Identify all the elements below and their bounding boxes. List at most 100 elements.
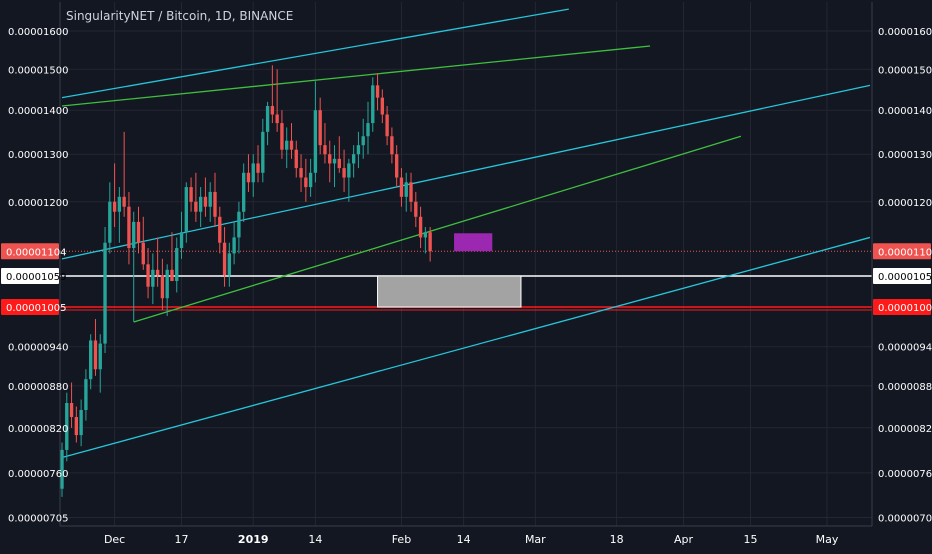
- candle-body: [74, 417, 79, 436]
- candle-body: [423, 232, 428, 238]
- candle-body: [189, 187, 193, 202]
- candle-body: [390, 136, 394, 155]
- candle-body: [151, 269, 155, 287]
- candle-body: [65, 402, 69, 450]
- green-trendline[interactable]: [61, 45, 651, 107]
- x-tick-label: 14: [457, 533, 471, 546]
- candle-body: [155, 269, 160, 276]
- y-tick-label-right: 0.00000940: [878, 343, 932, 354]
- y-tick-label-right: 0.00001300: [878, 150, 932, 161]
- x-tick-label: 17: [175, 533, 189, 546]
- cyan-trendline[interactable]: [61, 236, 871, 459]
- candle-body: [203, 196, 208, 207]
- candle-body: [213, 191, 217, 217]
- candle-body: [227, 253, 232, 276]
- price-tag-label-right: 0.00001059: [878, 272, 932, 283]
- candle-body: [136, 221, 141, 243]
- candle-body: [399, 177, 404, 197]
- candle-body: [294, 149, 298, 169]
- candle-body: [275, 114, 279, 124]
- candle-body: [251, 163, 255, 183]
- y-tick-label-left: 0.00001200: [8, 198, 68, 209]
- price-tag-left: [1, 267, 59, 284]
- candle-body: [328, 154, 332, 164]
- y-tick-label-left: 0.00000820: [8, 424, 68, 435]
- x-tick-label: 15: [743, 533, 757, 546]
- x-tick-label: 14: [308, 533, 322, 546]
- price-tag-right: [873, 243, 931, 260]
- y-tick-label-right: 0.00000760: [878, 469, 932, 480]
- candle-body: [160, 275, 165, 299]
- y-tick-label-left: 0.00000760: [8, 469, 68, 480]
- candle-body: [237, 211, 241, 238]
- y-tick-label-right: 0.00001400: [878, 106, 932, 117]
- y-tick-label-left: 0.00000940: [8, 343, 68, 354]
- candle-body: [380, 97, 385, 115]
- x-tick-label: Apr: [674, 533, 694, 546]
- candle-body: [194, 201, 198, 212]
- candle-body: [394, 154, 399, 178]
- candle-body: [198, 196, 203, 212]
- candle-body: [304, 177, 308, 188]
- x-tick-label: 18: [610, 533, 624, 546]
- candle-body: [418, 216, 423, 238]
- candle-body: [285, 140, 289, 150]
- candle-body: [342, 168, 346, 178]
- candle-body: [79, 409, 83, 436]
- candle-body: [332, 158, 337, 164]
- cyan-trendline[interactable]: [61, 84, 871, 260]
- y-tick-label-right: 0.00001500: [878, 65, 932, 76]
- candle-body: [60, 449, 64, 489]
- x-tick-label: Dec: [104, 533, 125, 546]
- candle-body: [318, 110, 322, 146]
- candle-body: [351, 154, 356, 164]
- candle-body: [170, 269, 174, 282]
- price-tag-left: [1, 299, 59, 316]
- candle-body: [127, 206, 131, 249]
- y-tick-label-right: 0.00000880: [878, 382, 932, 393]
- candle-body: [179, 232, 184, 249]
- candle-body: [89, 340, 93, 380]
- x-tick-label: Mar: [525, 533, 546, 546]
- x-tick-label: Feb: [392, 533, 411, 546]
- candle-body: [222, 242, 227, 276]
- candle-body: [265, 106, 270, 132]
- y-tick-label-right: 0.00000820: [878, 424, 932, 435]
- candle-body: [371, 85, 375, 124]
- candle-body: [246, 172, 251, 183]
- candle-body: [280, 123, 284, 150]
- candle-body: [313, 110, 318, 173]
- candle-body: [409, 182, 413, 202]
- price-tag-right: [873, 299, 931, 316]
- y-tick-label-left: 0.00000880: [8, 382, 68, 393]
- candle-body: [117, 196, 122, 212]
- candle-body: [146, 264, 150, 287]
- candle-body: [366, 123, 370, 137]
- y-tick-label-left: 0.00001500: [8, 65, 68, 76]
- candle-body: [375, 85, 380, 98]
- x-tick-label: 2019: [238, 533, 269, 546]
- price-tag-right: [873, 267, 931, 284]
- candle-body: [132, 221, 136, 249]
- y-tick-label-left: 0.00001300: [8, 150, 68, 161]
- candle-body: [141, 242, 145, 265]
- candle-body: [175, 248, 179, 282]
- purple-zone-box[interactable]: [454, 233, 493, 252]
- price-tag-label-right: 0.00001104: [878, 247, 932, 258]
- candle-body: [323, 145, 327, 155]
- y-tick-label-right: 0.00001600: [878, 27, 932, 38]
- price-tag-label-left: 0.00001059: [6, 272, 66, 283]
- cyan-trendline[interactable]: [61, 8, 569, 99]
- candle-body: [414, 201, 418, 217]
- grey-zone-box[interactable]: [377, 275, 522, 308]
- green-trendline[interactable]: [133, 135, 742, 323]
- candle-body: [108, 201, 112, 243]
- candle-body: [98, 343, 102, 370]
- candle-body: [103, 242, 107, 344]
- price-tag-label-left: 0.00001005: [6, 303, 66, 314]
- candle-body: [84, 379, 88, 410]
- y-tick-label-left: 0.00001600: [8, 27, 68, 38]
- candle-body: [347, 163, 351, 178]
